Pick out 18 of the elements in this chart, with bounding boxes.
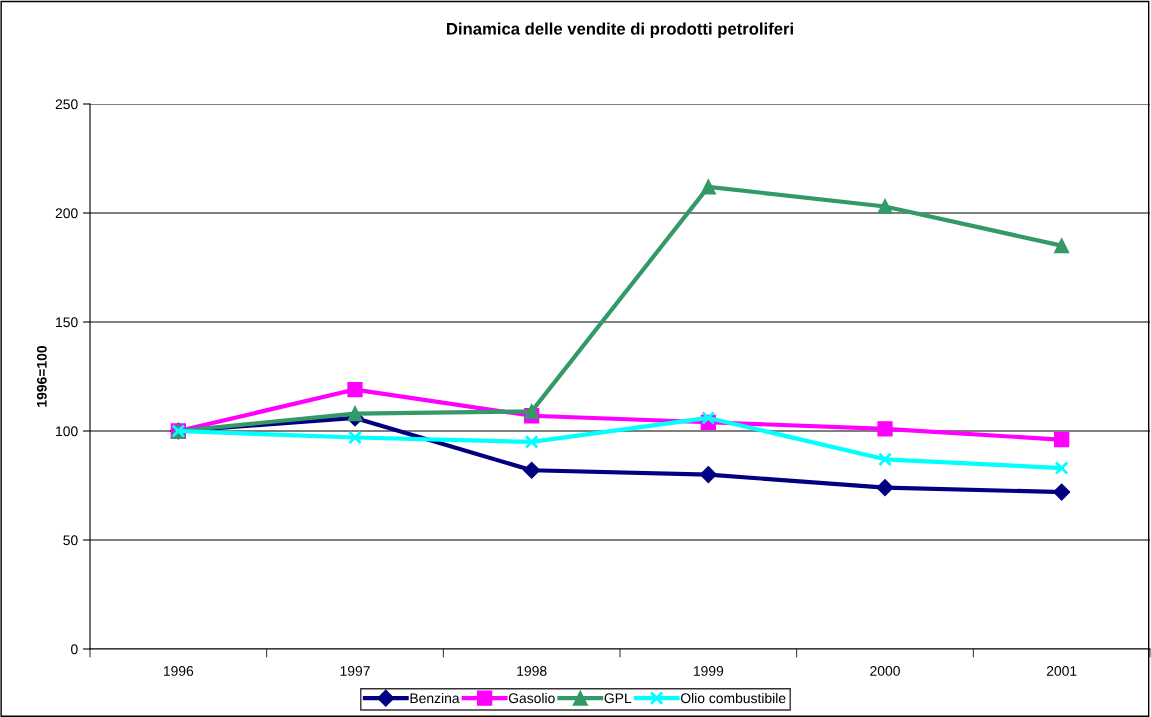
legend-label: GPL: [604, 693, 632, 704]
y-tick-label: 150: [56, 317, 78, 328]
y-axis-title: 1996=100: [36, 345, 47, 407]
legend-label: Olio combustibile: [680, 692, 786, 704]
chart-title: Dinamica delle vendite di prodotti petroliferi: [447, 22, 793, 39]
y-tick-label: 250: [55, 99, 78, 110]
x-tick-label: 1998: [517, 666, 547, 676]
y-tick-label: 50: [63, 535, 78, 546]
legend-label: Benzina: [410, 692, 460, 704]
legend-label: Gasolio: [508, 692, 555, 704]
y-tick-label: 0: [71, 644, 78, 655]
y-tick-label: 100: [56, 426, 78, 437]
x-tick-label: 2001: [1046, 666, 1077, 676]
x-tick-label: 1996: [163, 666, 194, 676]
y-tick-label: 200: [55, 208, 78, 219]
x-tick-label: 2000: [870, 666, 900, 676]
x-tick-label: 1997: [340, 666, 370, 676]
x-tick-label: 1999: [693, 666, 724, 676]
